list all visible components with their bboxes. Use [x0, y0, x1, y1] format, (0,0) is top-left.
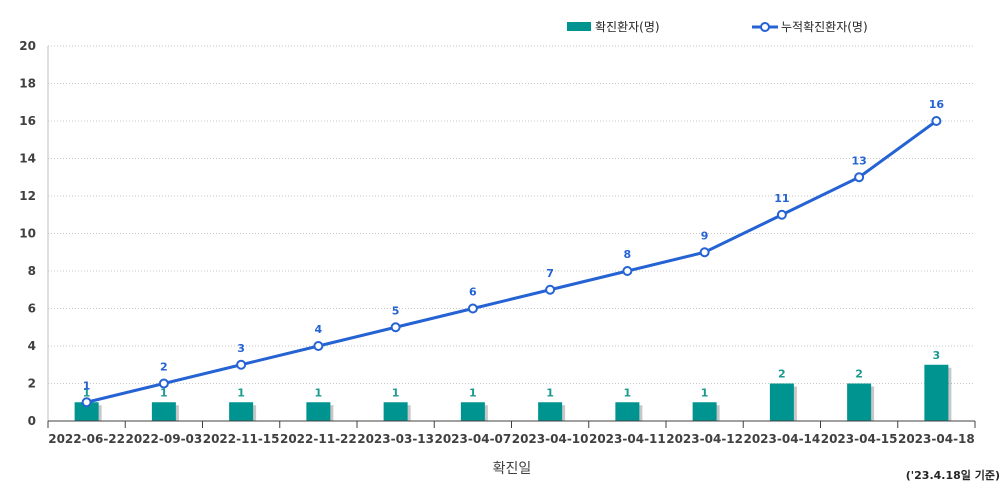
- bar-data-label: 3: [933, 349, 941, 362]
- x-tick-label: 2023-03-13: [357, 432, 434, 446]
- line-data-label: 3: [237, 342, 245, 355]
- cumulative-line: [86, 119, 938, 404]
- bar: [538, 402, 563, 421]
- date-note: ('23.4.18일 기준): [906, 468, 1000, 482]
- bar-data-label: 1: [546, 386, 554, 399]
- bar-data-label: 1: [701, 386, 709, 399]
- y-tick-label: 16: [19, 114, 36, 128]
- y-tick-label: 12: [19, 189, 36, 203]
- x-tick-label: 2023-04-07: [434, 432, 511, 446]
- line-point: [854, 172, 865, 183]
- y-tick-label: 2: [28, 377, 36, 391]
- bar: [769, 383, 794, 421]
- line-point: [236, 359, 247, 370]
- legend-line-marker: [760, 22, 770, 32]
- line-point: [467, 303, 478, 314]
- y-tick-label: 10: [19, 227, 36, 241]
- line-point: [313, 341, 324, 351]
- bar: [383, 402, 408, 421]
- line-point: [81, 397, 92, 408]
- x-tick-label: 2022-11-22: [280, 432, 357, 446]
- bar: [847, 383, 872, 421]
- bar-data-label: 1: [315, 386, 323, 399]
- y-tick-label: 18: [19, 77, 36, 91]
- line-point: [390, 322, 401, 333]
- y-tick-label: 20: [19, 39, 36, 53]
- line-point: [158, 378, 169, 389]
- bar: [306, 402, 331, 421]
- bar-data-label: 1: [83, 386, 91, 399]
- y-tick-label: 0: [28, 414, 36, 428]
- bar-data-label: 1: [624, 386, 632, 399]
- line-data-label: 2: [160, 361, 168, 374]
- x-axis-title: 확진일: [493, 461, 532, 477]
- x-tick-label: 2023-04-10: [512, 432, 589, 446]
- bar-data-label: 1: [160, 386, 168, 399]
- line-data-label: 8: [624, 248, 632, 261]
- line-data-label: 7: [546, 267, 554, 280]
- y-tick-label: 6: [28, 302, 36, 316]
- bar: [229, 402, 254, 421]
- y-tick-label: 8: [28, 264, 36, 278]
- y-tick-label: 4: [28, 339, 36, 353]
- bar: [615, 402, 640, 421]
- line-data-label: 6: [469, 286, 477, 299]
- bar-data-label: 2: [778, 368, 786, 381]
- legend: 확진환자(명) 누적확진환자(명): [567, 20, 868, 34]
- bar: [924, 364, 949, 421]
- line-point: [931, 116, 942, 126]
- legend-bar-swatch: [567, 22, 591, 31]
- line-data-label: 16: [929, 98, 945, 111]
- line-data-label: 9: [701, 229, 709, 242]
- bar: [151, 402, 176, 421]
- bar-data-label: 1: [392, 386, 400, 399]
- line-point: [622, 266, 633, 276]
- line-data-label: 11: [774, 192, 789, 205]
- line-data-label: 1: [83, 379, 91, 392]
- line-point: [699, 247, 710, 258]
- x-tick-label: 2022-11-15: [203, 432, 280, 446]
- y-axis-ticks: 0 2 4 6 8 10 12 14 16 18 20: [19, 39, 36, 428]
- x-tick-label: 2023-04-12: [666, 432, 743, 446]
- gridlines: [47, 45, 975, 421]
- bar: [692, 402, 717, 421]
- bar-data-label: 1: [237, 386, 245, 399]
- bar: [74, 402, 99, 421]
- x-tick-label: 2023-04-14: [743, 432, 820, 446]
- line-point: [545, 284, 556, 295]
- line-point: [776, 209, 787, 220]
- y-tick-label: 14: [19, 152, 36, 166]
- x-tick-label: 2023-04-11: [589, 432, 666, 446]
- line-data-label: 5: [392, 304, 400, 317]
- bar-data-label: 1: [469, 386, 477, 399]
- legend-bar-label: 확진환자(명): [595, 20, 660, 34]
- line-data-label: 4: [315, 323, 323, 336]
- bar: [460, 402, 485, 421]
- bar-series: 1 1 1 1 1 1 1 1 12 23: [74, 349, 952, 421]
- bar-data-label: 2: [855, 368, 863, 381]
- x-tick-label: 2022-09-03: [125, 432, 202, 446]
- x-tick-label: 2023-04-18: [898, 432, 975, 446]
- x-tick-label: 2023-04-15: [821, 432, 898, 446]
- line-data-label: 13: [851, 154, 866, 167]
- x-tick-label: 2022-06-22: [48, 432, 125, 446]
- x-axis: 2022-06-22 2022-09-03 2022-11-15 2022-11-22…: [47, 420, 976, 446]
- legend-line-label: 누적확진환자(명): [781, 20, 868, 34]
